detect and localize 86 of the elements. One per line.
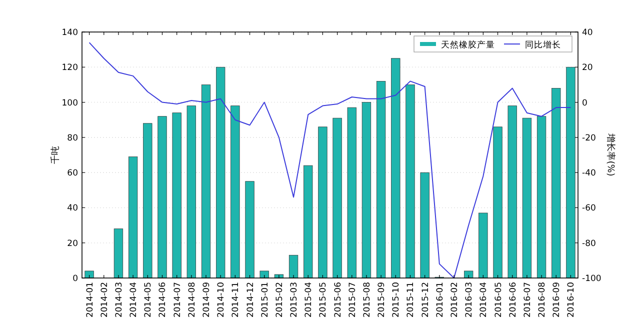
x-tick-label: 2015-08 (362, 282, 372, 318)
x-tick-label: 2016-01 (435, 282, 446, 318)
x-tick-label: 2015-05 (318, 282, 329, 318)
y2-tick-label: -80 (582, 238, 596, 249)
x-tick-label: 2016-06 (508, 282, 518, 318)
y-tick-label: 140 (62, 28, 78, 38)
x-tick-label: 2014-02 (100, 282, 110, 318)
bar (362, 102, 372, 278)
x-tick-label: 2014-11 (231, 282, 242, 318)
x-tick-label: 2016-09 (552, 282, 562, 318)
bar (376, 81, 386, 278)
y-axis-title: 千吨 (50, 146, 61, 164)
bar (464, 270, 474, 278)
y2-tick-label: 0 (582, 98, 588, 108)
x-tick-label: 2015-06 (333, 282, 344, 318)
x-tick-label: 2014-08 (187, 282, 198, 318)
y2-tick-label: 40 (582, 28, 593, 38)
x-tick-label: 2016-04 (479, 282, 490, 318)
bar (172, 112, 182, 278)
bar (536, 116, 546, 278)
x-tick-label: 2015-01 (260, 282, 270, 318)
y2-axis-title: 增长率(%) (605, 132, 616, 176)
legend-label: 天然橡胶产量 (441, 40, 495, 50)
bar (406, 84, 415, 278)
x-tick-label: 2015-03 (290, 282, 300, 318)
y-tick-label: 40 (67, 204, 78, 214)
x-tick-label: 2014-07 (172, 282, 183, 318)
bar (347, 107, 356, 278)
x-tick-label: 2016-10 (566, 282, 577, 318)
bar (245, 181, 254, 278)
y-tick-label: 120 (62, 63, 78, 74)
bar (201, 84, 211, 278)
bar (84, 270, 94, 278)
bar (493, 126, 502, 278)
bar (508, 106, 517, 278)
bar (566, 66, 576, 278)
bar (522, 118, 532, 278)
bar (391, 58, 400, 278)
x-tick-label: 2016-05 (494, 282, 504, 318)
bar (274, 274, 284, 278)
x-tick-label: 2014-04 (129, 282, 140, 318)
x-tick-label: 2014-12 (246, 282, 256, 318)
y2-tick-label: -20 (582, 133, 596, 144)
x-tick-label: 2015-09 (377, 282, 388, 318)
bar (288, 254, 298, 278)
y-tick-label: 80 (67, 133, 78, 144)
x-tick-label: 2015-11 (406, 282, 416, 318)
bar (552, 88, 561, 278)
y-tick-label: 100 (62, 98, 78, 108)
bar (318, 126, 328, 278)
x-tick-label: 2014-01 (85, 282, 96, 318)
bar (332, 118, 342, 278)
x-tick-label: 2016-08 (538, 282, 548, 318)
x-tick-label: 2015-07 (348, 282, 358, 318)
bar (186, 106, 196, 278)
x-tick-label: 2016-03 (464, 282, 475, 318)
bar (114, 228, 124, 278)
y-tick-label: 60 (67, 168, 78, 179)
x-tick-label: 2016-07 (522, 282, 533, 318)
y2-tick-label: -60 (582, 204, 596, 214)
y2-tick-label: 20 (582, 63, 593, 74)
x-tick-label: 2014-10 (216, 282, 227, 318)
x-tick-label: 2015-12 (420, 282, 431, 318)
x-tick-label: 2015-04 (304, 282, 314, 318)
x-tick-label: 2014-06 (158, 282, 168, 318)
x-tick-label: 2014-05 (144, 282, 154, 318)
x-tick-label: 2015-10 (392, 282, 402, 318)
bar (478, 212, 488, 278)
bar (158, 116, 167, 278)
y2-tick-label: -40 (582, 168, 596, 179)
bar (260, 270, 269, 278)
x-tick-label: 2015-02 (274, 282, 285, 318)
line-series (88, 42, 572, 278)
bar (230, 106, 240, 278)
y-tick-label: 0 (72, 274, 78, 284)
x-tick-label: 2014-03 (114, 282, 124, 318)
bar (304, 165, 313, 278)
bar (420, 172, 430, 278)
bar (143, 123, 152, 278)
x-tick-label: 2016-02 (450, 282, 460, 318)
y2-tick-label: -100 (582, 274, 602, 284)
bar (128, 156, 138, 278)
y-tick-label: 20 (67, 238, 78, 249)
x-tick-label: 2014-09 (202, 282, 212, 318)
legend-label: 同比增长 (525, 40, 561, 50)
bar (216, 66, 226, 278)
